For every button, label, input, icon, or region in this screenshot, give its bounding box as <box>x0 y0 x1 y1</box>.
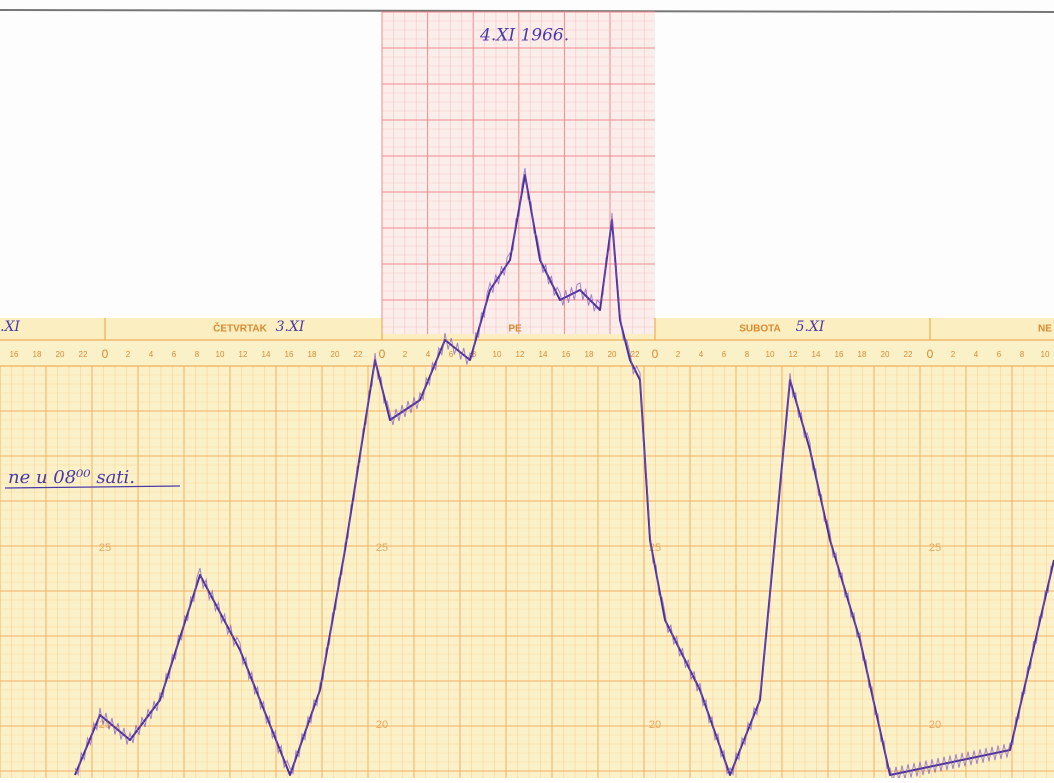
scan-edge <box>0 9 1054 13</box>
hour-label: 20 <box>331 350 340 359</box>
hour-label: 12 <box>789 350 798 359</box>
hour-label: 10 <box>766 350 775 359</box>
day-name: ČETVRTAK <box>213 322 267 335</box>
hour-label: 0 <box>102 347 109 361</box>
hour-label: 2 <box>676 350 681 359</box>
hour-label: 8 <box>745 350 750 359</box>
level-label: 25 <box>99 542 111 554</box>
hour-label: 20 <box>881 350 890 359</box>
hour-label: 0 <box>927 347 934 361</box>
note-underline <box>4 485 181 489</box>
day-name: SUBOTA <box>739 324 780 335</box>
hour-label: 12 <box>239 350 248 359</box>
hour-label: 0 <box>652 347 659 361</box>
trace-noise <box>74 167 1052 782</box>
hour-label: 6 <box>997 350 1002 359</box>
hour-label: 22 <box>354 350 363 359</box>
hour-label: 8 <box>195 350 200 359</box>
hour-label: 14 <box>539 350 548 359</box>
handwritten-note: ne u 08⁰⁰ sati. <box>8 467 135 488</box>
hour-label: 20 <box>608 350 617 359</box>
hour-label: 18 <box>858 350 867 359</box>
hour-label: 8 <box>1020 350 1025 359</box>
hour-label: 10 <box>216 350 225 359</box>
hour-label: 12 <box>516 350 525 359</box>
paper-grid <box>0 365 1054 778</box>
hour-label: 4 <box>699 350 704 359</box>
hour-label: 22 <box>79 350 88 359</box>
day-name: PE <box>508 324 522 335</box>
hour-label: 22 <box>904 350 913 359</box>
hour-label: 4 <box>149 350 154 359</box>
hour-label: 2 <box>403 350 408 359</box>
hour-label: 14 <box>812 350 821 359</box>
day-name: NE <box>1038 324 1052 335</box>
level-label: 20 <box>929 719 941 731</box>
hour-label: 2 <box>951 350 956 359</box>
hour-label: 0 <box>379 347 386 361</box>
hour-label: 2 <box>126 350 131 359</box>
pink-paper-piece <box>381 11 655 334</box>
hour-label: 22 <box>631 350 640 359</box>
day-date: .XI <box>0 319 20 335</box>
level-label: 20 <box>649 719 661 731</box>
hour-label: 10 <box>1041 350 1050 359</box>
hour-label: 6 <box>449 350 454 359</box>
level-label: 25 <box>376 542 388 554</box>
level-label: 20 <box>376 719 388 731</box>
day-date: 3.XI <box>276 319 305 335</box>
hour-label: 6 <box>172 350 177 359</box>
hour-label: 18 <box>33 350 42 359</box>
hour-label: 10 <box>493 350 502 359</box>
chart-paper <box>0 318 1054 778</box>
hour-label: 8 <box>472 350 477 359</box>
date-note: 4.XI 1966. <box>479 26 569 46</box>
hour-label: 4 <box>426 350 431 359</box>
hour-label: 16 <box>562 350 571 359</box>
hour-label: 16 <box>10 350 19 359</box>
level-label: 25 <box>929 542 941 554</box>
hour-label: 16 <box>835 350 844 359</box>
hour-label: 18 <box>585 350 594 359</box>
hour-label: 4 <box>974 350 979 359</box>
hour-label: 16 <box>285 350 294 359</box>
day-date: 5.XI <box>796 319 825 335</box>
hour-label: 18 <box>308 350 317 359</box>
hour-label: 20 <box>56 350 65 359</box>
hour-label: 14 <box>262 350 271 359</box>
hour-label: 6 <box>722 350 727 359</box>
